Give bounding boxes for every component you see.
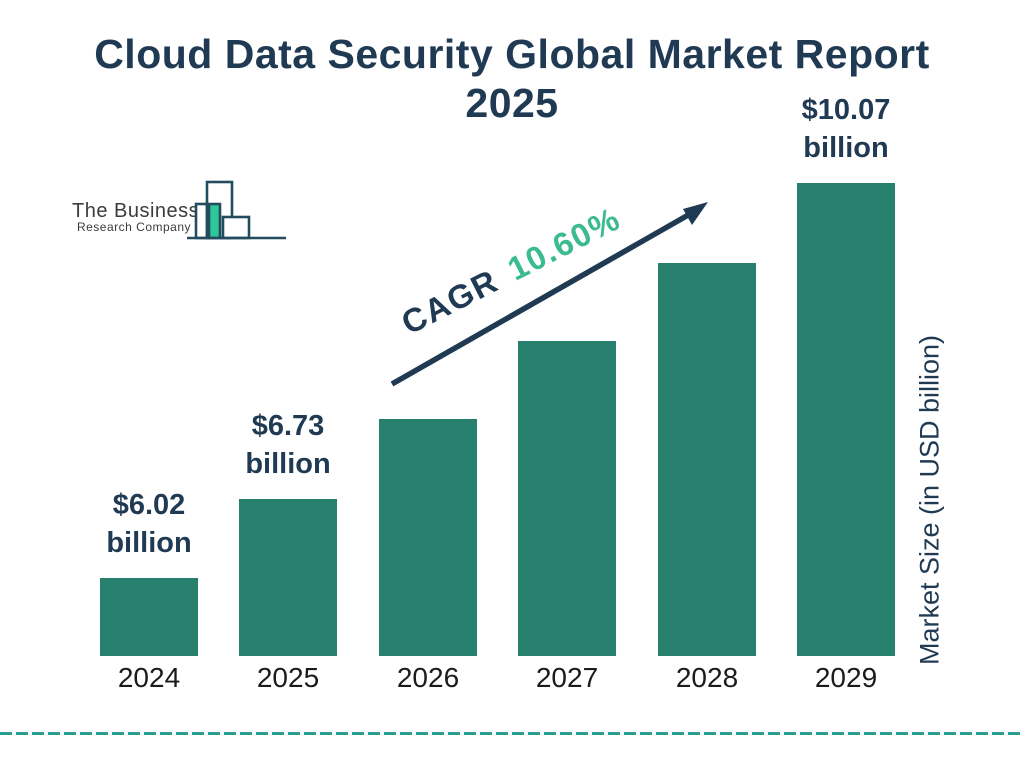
cagr-trend-arrow <box>390 202 708 387</box>
bar-2026 <box>379 419 477 656</box>
x-tick-2029: 2029 <box>814 662 878 693</box>
company-logo-subname: Research Company <box>76 220 192 234</box>
bar-2025 <box>239 499 337 656</box>
value-label-2024: $6.02 billion <box>106 489 192 559</box>
company-logo: The Business Research Company <box>72 200 200 234</box>
chart-title-line2: 2025 <box>465 80 559 126</box>
company-logo-name: The Business <box>72 200 200 222</box>
chart-title: Cloud Data Security Global Market Report… <box>0 30 1024 128</box>
x-tick-2027: 2027 <box>535 662 599 693</box>
x-tick-2024: 2024 <box>117 662 181 693</box>
bar-2027 <box>518 341 616 656</box>
bottom-dashed-divider <box>0 732 1024 735</box>
logo-bar-chart-icon <box>187 180 286 240</box>
y-axis-label: Market Size (in USD billion) <box>914 334 945 666</box>
x-tick-2026: 2026 <box>396 662 460 693</box>
value-label-2025: $6.73 billion <box>245 410 331 480</box>
bar-2028 <box>658 263 756 656</box>
value-label-2029: $10.07 billion <box>801 94 891 164</box>
chart-title-line1: Cloud Data Security Global Market Report <box>94 31 930 77</box>
x-tick-2025: 2025 <box>256 662 320 693</box>
x-tick-2028: 2028 <box>675 662 739 693</box>
bar-2029 <box>797 183 895 656</box>
bar-2024 <box>100 578 198 656</box>
